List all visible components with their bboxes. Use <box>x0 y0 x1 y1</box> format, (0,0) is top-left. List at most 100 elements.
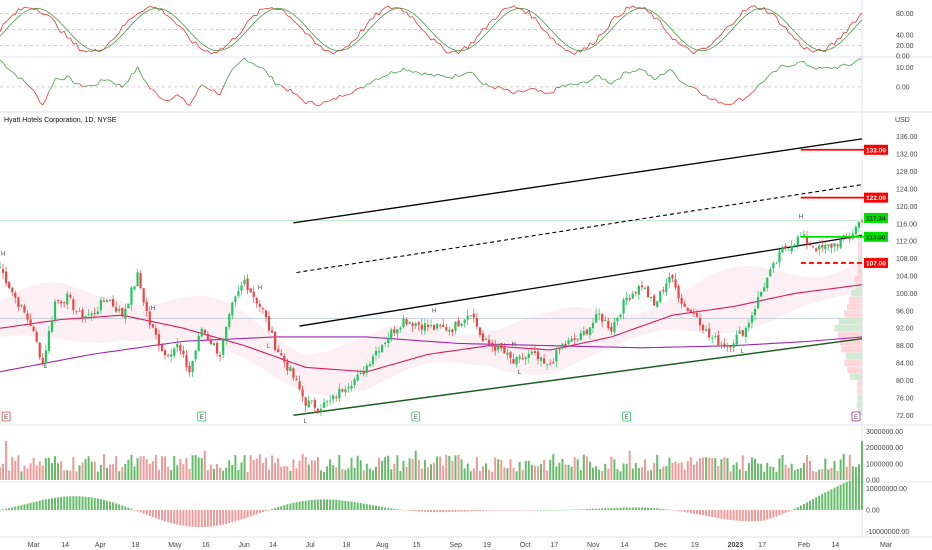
histogram-bar <box>384 507 387 510</box>
oscillator-line <box>167 99 172 102</box>
histogram-bar <box>705 510 708 516</box>
candle-body <box>564 343 567 346</box>
volume-tick-label: 0.00 <box>866 478 880 485</box>
volume-bar <box>14 460 17 480</box>
oscillator-line <box>317 104 322 107</box>
oscillator-line <box>678 79 682 83</box>
price-axis[interactable]: 136.00 132.00 128.00 124.00 120.00 116.00 112.… <box>866 11 918 536</box>
candle-body <box>362 371 365 375</box>
oscillator-line <box>552 87 557 94</box>
candle-body <box>179 344 182 351</box>
candle-body <box>484 338 488 341</box>
histogram-bar <box>524 510 527 511</box>
oscillator-line <box>278 84 282 86</box>
oscillator-line <box>118 83 123 88</box>
candle-body <box>640 285 644 288</box>
candle-body <box>775 262 778 264</box>
oscillator-line <box>342 94 346 97</box>
oscillator-line <box>21 77 25 82</box>
volume-bar <box>805 454 808 480</box>
histogram-bar <box>857 477 860 510</box>
volume-bar <box>500 459 503 480</box>
candle-body <box>756 296 760 309</box>
candle-body <box>1 269 5 273</box>
candle-body <box>252 291 255 297</box>
volume-bar <box>310 460 313 480</box>
volume-bar <box>194 455 197 480</box>
oscillator-line <box>433 73 438 77</box>
oscillator-line <box>299 97 303 101</box>
oscillator-line <box>45 91 50 100</box>
candle-body <box>594 314 598 323</box>
oscillator-line <box>204 86 209 90</box>
candle-body <box>610 326 613 332</box>
oscillator-line <box>485 83 490 87</box>
candle-body <box>420 324 423 330</box>
candle-body <box>78 310 81 312</box>
time-axis[interactable]: Mar 14 Apr 18 May 16 Jun 14 Jul 18 Aug 15 Sep 19 Oct 17… <box>28 542 893 549</box>
volume-bar <box>695 461 698 480</box>
oscillator-line <box>641 69 646 71</box>
oscillator-line <box>48 86 53 92</box>
histogram-bar <box>500 510 503 511</box>
histogram-bar <box>112 502 115 510</box>
volume-bar <box>463 468 466 480</box>
volume-bar <box>772 467 775 480</box>
histogram-bar <box>787 510 790 512</box>
candle-body <box>96 311 99 315</box>
histogram-bar <box>503 510 506 511</box>
volume-bar <box>595 466 598 480</box>
candle-body <box>860 221 864 223</box>
candle-body <box>206 333 209 340</box>
candle-body <box>301 389 304 397</box>
candle-body <box>307 400 310 408</box>
histogram-bar <box>833 487 836 510</box>
oscillator-line <box>837 65 841 69</box>
candle-body <box>191 360 194 373</box>
oscillator-line <box>241 57 245 62</box>
histogram-bar <box>604 508 607 510</box>
volume-bar <box>861 441 863 480</box>
oscillator-line <box>586 80 591 84</box>
volume-bar <box>812 470 815 480</box>
histogram-bar <box>741 510 744 522</box>
candle-body <box>533 351 537 353</box>
volume-bar <box>564 464 567 480</box>
volume-bar <box>289 470 292 480</box>
volume-profile-bar <box>856 380 862 388</box>
candle-body <box>686 307 689 312</box>
volume-bar <box>338 455 341 480</box>
oscillator-line <box>372 78 377 82</box>
candle-body <box>735 334 738 345</box>
histogram-bar <box>402 510 405 511</box>
oscillator-line <box>822 66 826 69</box>
histogram-bar <box>26 503 29 510</box>
volume-bar <box>857 464 860 480</box>
histogram-bar <box>430 510 432 512</box>
oscillator-line <box>345 93 349 96</box>
candle-body <box>821 245 824 248</box>
volume-profile-bar <box>858 241 862 248</box>
candle-body <box>445 327 448 331</box>
candle-body <box>157 334 161 346</box>
oscillator-line <box>650 75 655 81</box>
volume-profile-bar <box>841 345 862 353</box>
volume-bar <box>802 462 805 480</box>
oscillator-line <box>452 73 456 79</box>
oscillator-line <box>192 95 196 101</box>
oscillator-line <box>235 63 239 67</box>
candle-body <box>289 367 292 371</box>
candle-body <box>451 329 454 333</box>
candle-body <box>442 324 445 327</box>
volume-bar <box>249 455 252 480</box>
histogram-bar <box>393 508 396 510</box>
candle-body <box>604 320 607 321</box>
oscillator-line <box>320 101 325 106</box>
volume-bar <box>754 458 757 480</box>
candle-body <box>674 279 677 288</box>
candle-body <box>316 408 320 412</box>
candle-body <box>197 335 200 351</box>
candle-body <box>546 364 549 366</box>
histogram-bar <box>399 509 402 511</box>
